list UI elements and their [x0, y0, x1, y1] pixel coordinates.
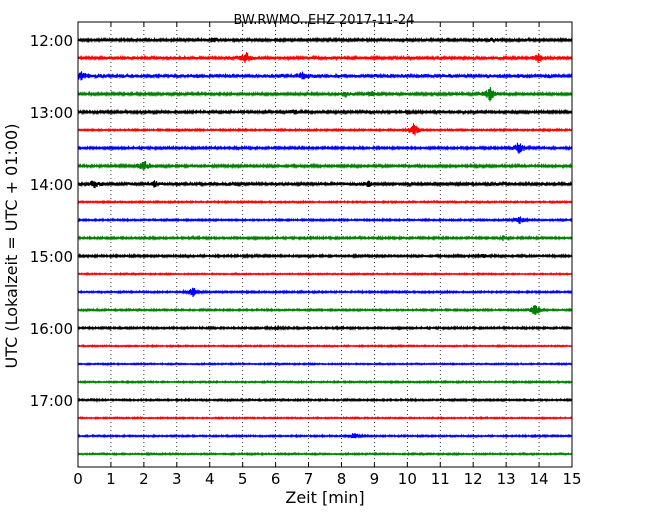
trace-1215	[77, 52, 573, 64]
trace-1445	[77, 234, 573, 242]
trace-1330	[77, 142, 573, 154]
trace-1615	[77, 343, 573, 349]
y-tick-label: 17:00	[30, 392, 73, 410]
trace-1415	[77, 199, 573, 205]
x-tick-label: 12	[464, 470, 483, 488]
trace-1700	[77, 397, 573, 403]
trace-1300	[77, 108, 573, 116]
x-axis-ticks: 0 1 2 3 4 5 6 7 8 9 10 11 12 13 14 15	[73, 22, 582, 488]
y-axis-label: UTC (Lokalzeit = UTC + 01:00)	[2, 124, 21, 369]
trace-1230	[77, 71, 573, 81]
trace-1545	[77, 305, 573, 316]
x-tick-label: 14	[530, 470, 549, 488]
x-tick-label: 5	[238, 470, 248, 488]
trace-1315	[77, 123, 573, 136]
x-tick-label: 10	[398, 470, 417, 488]
trace-1500	[77, 252, 573, 260]
x-tick-label: 4	[205, 470, 215, 488]
y-tick-label: 14:00	[30, 176, 73, 194]
trace-1715	[77, 415, 573, 421]
trace-1745	[77, 451, 573, 457]
x-tick-label: 6	[271, 470, 281, 488]
y-tick-label: 16:00	[30, 320, 73, 338]
trace-1530	[77, 287, 573, 298]
x-tick-label: 2	[139, 470, 149, 488]
x-tick-label: 9	[370, 470, 380, 488]
x-tick-label: 3	[172, 470, 182, 488]
x-tick-label: 8	[337, 470, 347, 488]
trace-1600	[77, 324, 573, 332]
trace-group	[77, 36, 573, 457]
y-axis-ticks: 12:00 13:00 14:00 15:00 16:00 17:00	[30, 32, 572, 410]
y-tick-label: 12:00	[30, 32, 73, 50]
trace-1430	[77, 216, 573, 225]
trace-1645	[77, 379, 573, 385]
x-tick-label: 7	[304, 470, 314, 488]
trace-1730	[77, 433, 573, 439]
x-tick-label: 0	[73, 470, 83, 488]
x-tick-label: 11	[431, 470, 450, 488]
x-tick-label: 13	[497, 470, 516, 488]
y-tick-label: 13:00	[30, 104, 73, 122]
plot-frame	[77, 21, 573, 468]
x-tick-label: 1	[106, 470, 116, 488]
trace-1400	[77, 180, 573, 189]
chart-title: BW.RWMO..EHZ 2017-11-24	[233, 13, 414, 28]
trace-1630	[77, 361, 573, 367]
y-tick-label: 15:00	[30, 248, 73, 266]
trace-1515	[77, 271, 573, 277]
x-tick-label: 15	[562, 470, 581, 488]
trace-1200	[77, 36, 573, 44]
trace-1345	[77, 160, 573, 170]
trace-1245	[77, 86, 573, 102]
x-axis-label: Zeit [min]	[285, 488, 364, 507]
